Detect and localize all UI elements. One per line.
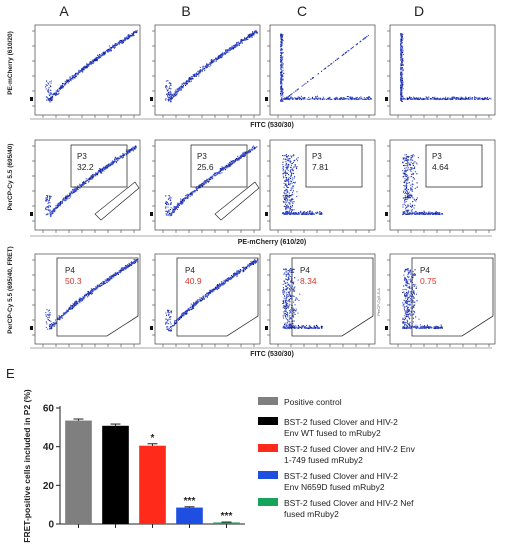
bar-chart-e: E 0 20 40 60 FRET-positive cells included in …	[6, 366, 416, 543]
gate-p4	[56, 257, 139, 337]
bar-0	[65, 420, 92, 524]
bar-1	[102, 425, 129, 524]
gate-p3	[70, 144, 128, 188]
legend-entry-0: Positive control	[258, 397, 342, 407]
legend-label: BST-2 fused Clover and HIV-2	[284, 471, 398, 481]
significance-mark: ***	[184, 496, 196, 507]
column-label-c: C	[297, 3, 307, 19]
legend-label: BST-2 fused Clover and HIV-2	[284, 417, 398, 427]
flow-panel-r3-d: P40.75 PerCP-Cy5-5-A	[376, 253, 496, 347]
gate-name: P3	[77, 152, 87, 161]
legend-label: Env N659D fused mRuby2	[284, 482, 385, 492]
legend-swatch	[258, 397, 278, 405]
flow-ylabel-row2: PerCP-Cy 5.5 (695/40)	[7, 144, 14, 211]
gate-value: 40.9	[185, 276, 202, 286]
legend-label: Positive control	[284, 397, 342, 407]
flow-xlabel-row1: FITC (530/30)	[250, 122, 294, 129]
flow-panel-r1-b	[150, 24, 261, 118]
gate-name: P4	[185, 266, 195, 275]
bar-4	[213, 522, 240, 524]
column-label-d: D	[414, 3, 424, 19]
bar-2	[139, 445, 166, 524]
flow-panel-r1-c	[265, 24, 376, 118]
gate-p4	[411, 257, 494, 337]
flow-panel-r1-d	[385, 24, 496, 118]
column-label-a: A	[59, 3, 69, 19]
gate-value: 4.64	[432, 162, 449, 172]
flow-xlabel-row3: FITC (530/30)	[250, 351, 294, 358]
flow-panel-r2-c: P37.81	[265, 139, 376, 233]
gate-name: P3	[432, 152, 442, 161]
panel-e-label: E	[6, 366, 15, 381]
flow-panel-r3-c: P48.34	[265, 253, 376, 347]
legend-label: fused mRuby2	[284, 509, 339, 519]
gate-name: P3	[197, 152, 207, 161]
gate-value: 50.3	[65, 276, 82, 286]
legend-swatch	[258, 417, 278, 425]
legend-label: 1-749 fused mRuby2	[284, 455, 363, 465]
legend-swatch	[258, 471, 278, 479]
gate-name: P4	[300, 266, 310, 275]
y-tick-label: 60	[43, 404, 55, 415]
flow-panel-r2-d: P34.64	[385, 139, 496, 233]
gate-name: P4	[65, 266, 75, 275]
gate-p3	[425, 144, 483, 188]
y-tick-label: 20	[43, 481, 55, 492]
gate-value: 0.75	[420, 276, 437, 286]
flow-ylabel-row1: PE-mCherry (610/20)	[7, 31, 14, 95]
gate-p4	[176, 257, 259, 337]
significance-mark: ***	[221, 511, 233, 522]
y-tick-label: 0	[48, 520, 54, 531]
gate-name: P4	[420, 266, 430, 275]
y-tick-label: 40	[43, 442, 55, 453]
gate-value: 7.81	[312, 162, 329, 172]
side-axis-label: PerCP-Cy5-5-A	[376, 288, 381, 316]
gate-p3	[190, 144, 248, 188]
legend-swatch	[258, 444, 278, 452]
flow-xlabel-row2: PE-mCherry (610/20)	[238, 239, 306, 246]
legend-swatch	[258, 498, 278, 506]
legend-label: BST-2 fused Clover and HIV-2 Env	[284, 444, 416, 454]
flow-ylabel-row3: PerCP-Cy 5.5 (695/40, FRET)	[7, 246, 14, 333]
legend-label: BST-2 fused Clover and HIV-2 Nef	[284, 498, 414, 508]
gate-value: 32.2	[77, 162, 94, 172]
legend-label: Env WT fused to mRuby2	[284, 428, 381, 438]
y-axis-label: FRET-positive cells included in P2 (%)	[22, 389, 32, 543]
column-label-b: B	[181, 3, 190, 19]
gate-value: 8.34	[300, 276, 317, 286]
bar-3	[176, 507, 203, 524]
gate-p4	[291, 257, 374, 337]
gate-value: 25.6	[197, 162, 214, 172]
gate-p3	[305, 144, 363, 188]
significance-mark: *	[151, 433, 155, 444]
flow-panel-r1-a	[30, 24, 141, 118]
gate-name: P3	[312, 152, 322, 161]
